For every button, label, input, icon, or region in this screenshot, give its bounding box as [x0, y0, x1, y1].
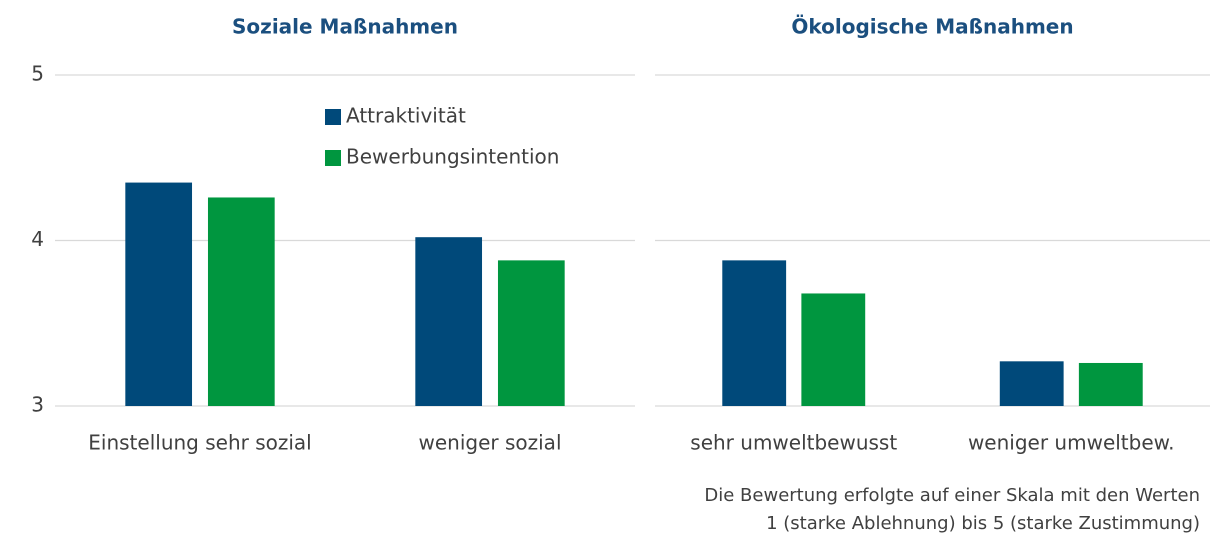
note: 1 (starke Ablehnung) bis 5 (starke Zusti…	[766, 513, 1200, 534]
x-tick-label: weniger umweltbew.	[968, 431, 1175, 455]
bar	[722, 260, 787, 406]
legend-label: Bewerbungsintention	[346, 145, 559, 169]
y-tick-label: 5	[31, 62, 44, 86]
x-tick-label: weniger sozial	[419, 431, 562, 455]
legend-swatch	[325, 150, 341, 166]
legend-swatch	[325, 109, 341, 125]
bar	[125, 182, 193, 406]
bar	[1078, 362, 1143, 406]
legend-label: Attraktivität	[346, 104, 466, 128]
chart-title: Soziale Maßnahmen	[232, 15, 458, 39]
bar	[415, 237, 483, 406]
y-tick-label: 4	[31, 227, 44, 251]
y-tick-label: 3	[31, 393, 44, 417]
x-tick-label: sehr umweltbewusst	[690, 431, 897, 455]
bar	[801, 293, 866, 406]
x-tick-label: Einstellung sehr sozial	[88, 431, 311, 455]
chart-title: Ökologische Maßnahmen	[791, 15, 1073, 39]
bar	[497, 260, 565, 406]
note: Die Bewertung erfolgte auf einer Skala m…	[704, 485, 1200, 506]
bar	[999, 361, 1064, 406]
bar	[207, 197, 275, 406]
